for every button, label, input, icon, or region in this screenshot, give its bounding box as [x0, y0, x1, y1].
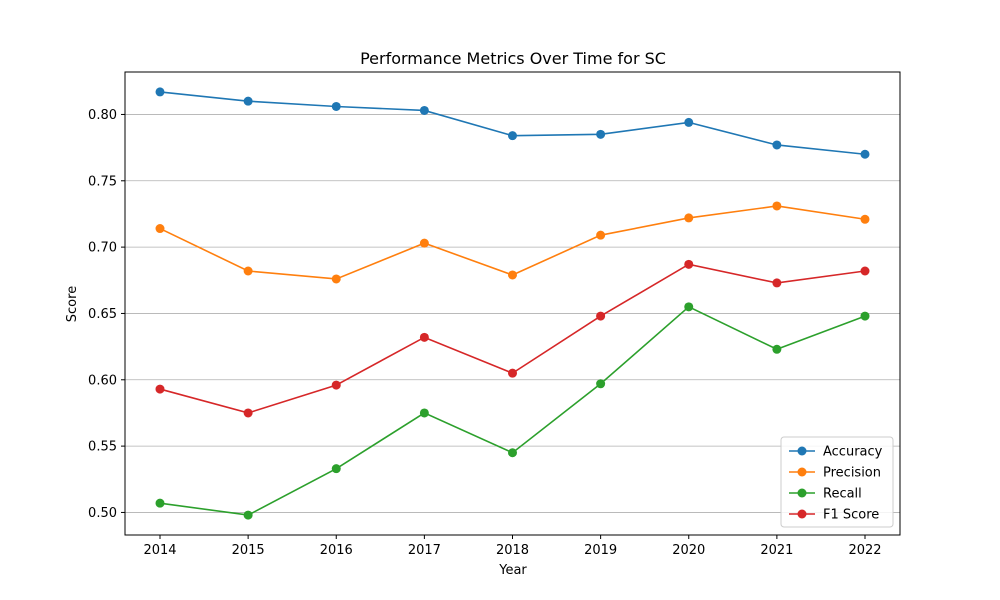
y-tick-label: 0.80 [88, 108, 117, 123]
x-axis-ticks: 2014 2015 2016 2017 2018 2019 2020 2021 2022 [143, 535, 882, 558]
x-tick-label: 2014 [143, 543, 176, 558]
data-point-accuracy [155, 87, 165, 97]
series-f1-score [155, 259, 870, 418]
y-axis-label: Score [65, 286, 80, 322]
y-axis-ticks: 0.50 0.55 0.60 0.65 0.70 0.75 0.80 [88, 108, 125, 521]
data-point-accuracy [860, 149, 870, 159]
data-point-recall [684, 302, 694, 312]
data-point-recall [772, 344, 782, 354]
series-line-recall [159, 305, 866, 516]
chart-title: Performance Metrics Over Time for SC [360, 49, 666, 68]
data-point-precision [772, 201, 782, 211]
data-point-precision [331, 274, 341, 284]
series-accuracy [155, 87, 870, 159]
legend-label: Recall [823, 487, 862, 502]
data-point-accuracy [419, 105, 429, 115]
legend-swatch-marker [797, 488, 807, 498]
x-tick-label: 2021 [760, 543, 793, 558]
data-point-f1-score [243, 408, 253, 418]
data-point-recall [508, 448, 517, 458]
y-tick-label: 0.50 [88, 506, 117, 521]
x-tick-label: 2015 [232, 543, 265, 558]
data-point-precision [243, 266, 253, 276]
legend-item-accuracy: Accuracy [789, 445, 883, 460]
y-tick-label: 0.70 [88, 241, 117, 256]
legend-swatch-marker [797, 509, 807, 519]
series-lines [155, 87, 870, 520]
legend-label: Accuracy [823, 445, 883, 460]
data-point-f1-score [772, 278, 782, 288]
legend-swatch-marker [797, 446, 807, 456]
legend-swatch-marker [797, 467, 807, 477]
data-point-recall [243, 510, 253, 520]
series-line-precision [159, 205, 866, 280]
data-point-accuracy [331, 101, 341, 111]
x-tick-label: 2022 [848, 543, 881, 558]
x-tick-label: 2019 [584, 543, 617, 558]
data-point-recall [860, 311, 870, 321]
legend-label: Precision [823, 466, 881, 481]
data-point-accuracy [772, 140, 782, 150]
data-point-recall [155, 498, 165, 508]
data-point-recall [331, 464, 341, 474]
x-axis-label: Year [498, 563, 527, 578]
series-precision [155, 201, 870, 284]
data-point-precision [419, 238, 429, 248]
data-point-f1-score [860, 266, 870, 276]
data-point-precision [155, 224, 165, 234]
x-tick-label: 2018 [496, 543, 529, 558]
y-tick-label: 0.75 [88, 174, 117, 189]
data-point-precision [596, 230, 606, 240]
data-point-recall [419, 408, 429, 418]
data-point-f1-score [419, 332, 429, 342]
data-point-accuracy [243, 96, 253, 106]
legend-box [780, 436, 894, 528]
legend: Accuracy Precision Recall F1 Score [780, 436, 894, 528]
data-point-precision [508, 270, 517, 280]
data-point-f1-score [331, 380, 341, 390]
data-point-accuracy [684, 117, 694, 127]
series-line-f1-score [159, 263, 866, 414]
series-recall [155, 302, 870, 520]
x-tick-label: 2020 [672, 543, 705, 558]
x-tick-label: 2017 [408, 543, 441, 558]
y-tick-label: 0.60 [88, 373, 117, 388]
legend-item-recall: Recall [789, 487, 862, 502]
data-point-precision [860, 214, 870, 224]
x-tick-label: 2016 [320, 543, 353, 558]
data-point-f1-score [508, 368, 517, 378]
data-point-f1-score [684, 259, 694, 269]
data-point-recall [596, 379, 606, 389]
series-line-accuracy [159, 91, 866, 156]
data-point-accuracy [596, 129, 606, 139]
legend-item-f1-score: F1 Score [789, 508, 879, 523]
data-point-precision [684, 213, 694, 223]
y-tick-label: 0.65 [88, 307, 117, 322]
data-point-f1-score [596, 311, 606, 321]
legend-item-precision: Precision [789, 466, 881, 481]
legend-label: F1 Score [823, 508, 879, 523]
grid-lines [125, 114, 900, 513]
y-tick-label: 0.55 [88, 440, 117, 455]
data-point-f1-score [155, 384, 165, 394]
data-point-accuracy [508, 131, 517, 141]
